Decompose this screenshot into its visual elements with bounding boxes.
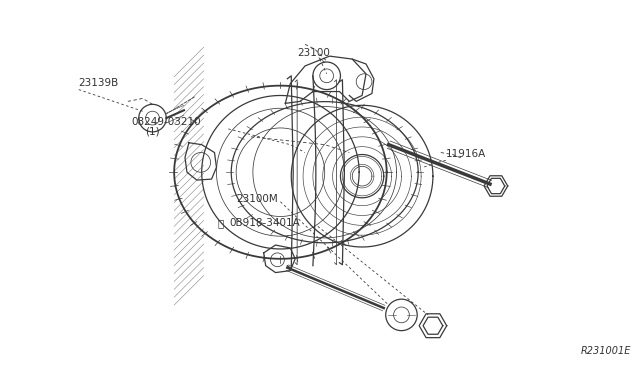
Text: 23100: 23100 bbox=[297, 48, 330, 58]
Text: (1): (1) bbox=[146, 127, 160, 137]
Text: R231001E: R231001E bbox=[580, 346, 631, 356]
Text: Ⓝ: Ⓝ bbox=[218, 218, 224, 228]
Text: 08249-03210: 08249-03210 bbox=[132, 117, 202, 127]
Text: 23139B: 23139B bbox=[79, 78, 119, 88]
Text: 11916A: 11916A bbox=[445, 150, 486, 160]
Text: 0B918-3401A: 0B918-3401A bbox=[229, 218, 300, 228]
Text: 23100M: 23100M bbox=[236, 194, 278, 204]
